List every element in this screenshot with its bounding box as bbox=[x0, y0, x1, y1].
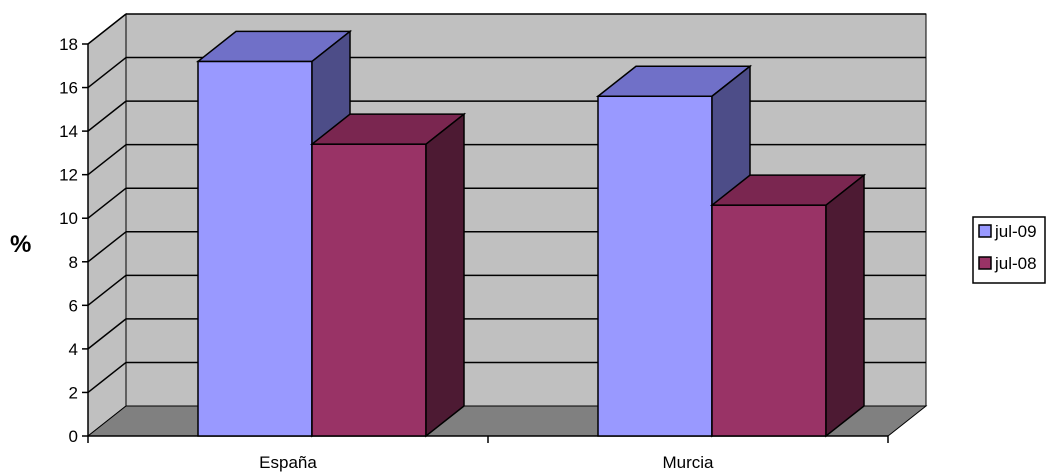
bar-side bbox=[425, 112, 465, 438]
gridline-side bbox=[87, 274, 127, 306]
y-tick-label: 2 bbox=[69, 383, 78, 402]
gridline-side bbox=[87, 144, 127, 176]
bars bbox=[195, 29, 867, 438]
legend-swatch bbox=[978, 256, 992, 270]
y-tick-label: 6 bbox=[69, 296, 78, 315]
bar-front bbox=[197, 60, 313, 437]
bar-side bbox=[825, 173, 865, 438]
gridline-side bbox=[87, 231, 127, 263]
y-tick-label: 18 bbox=[59, 35, 78, 54]
x-category-label: Murcia bbox=[662, 453, 714, 472]
legend-label: jul-08 bbox=[994, 254, 1037, 273]
bar-front bbox=[711, 204, 827, 437]
gridline-side bbox=[87, 187, 127, 219]
bar-jul-08-Murcia bbox=[709, 173, 867, 438]
x-category-labels: España Murcia bbox=[259, 453, 714, 472]
y-tick-label: 14 bbox=[59, 122, 78, 141]
x-category-label: España bbox=[259, 453, 317, 472]
y-tick-label: 10 bbox=[59, 209, 78, 228]
legend-swatch bbox=[978, 224, 992, 238]
y-tick-labels: 0 2 4 6 8 10 12 14 16 18 bbox=[59, 35, 78, 446]
y-tick-label: 12 bbox=[59, 166, 78, 185]
legend-label: jul-09 bbox=[994, 222, 1037, 241]
y-tick-label: 0 bbox=[69, 427, 78, 446]
gridline-side bbox=[87, 100, 127, 132]
y-tick-label: 8 bbox=[69, 253, 78, 272]
gridline-side bbox=[87, 361, 127, 394]
gridline-side bbox=[87, 318, 127, 350]
bar-front bbox=[311, 143, 427, 437]
y-tick-label: 16 bbox=[59, 79, 78, 98]
bar-front bbox=[597, 95, 713, 437]
gridline-side bbox=[87, 56, 127, 89]
legend: jul-09 jul-08 bbox=[972, 216, 1046, 284]
gridline-side bbox=[87, 13, 127, 45]
y-tick-label: 4 bbox=[69, 340, 78, 359]
bar-jul-08-España bbox=[309, 112, 467, 438]
y-axis-label: % bbox=[10, 231, 31, 258]
side-wall bbox=[87, 12, 127, 438]
